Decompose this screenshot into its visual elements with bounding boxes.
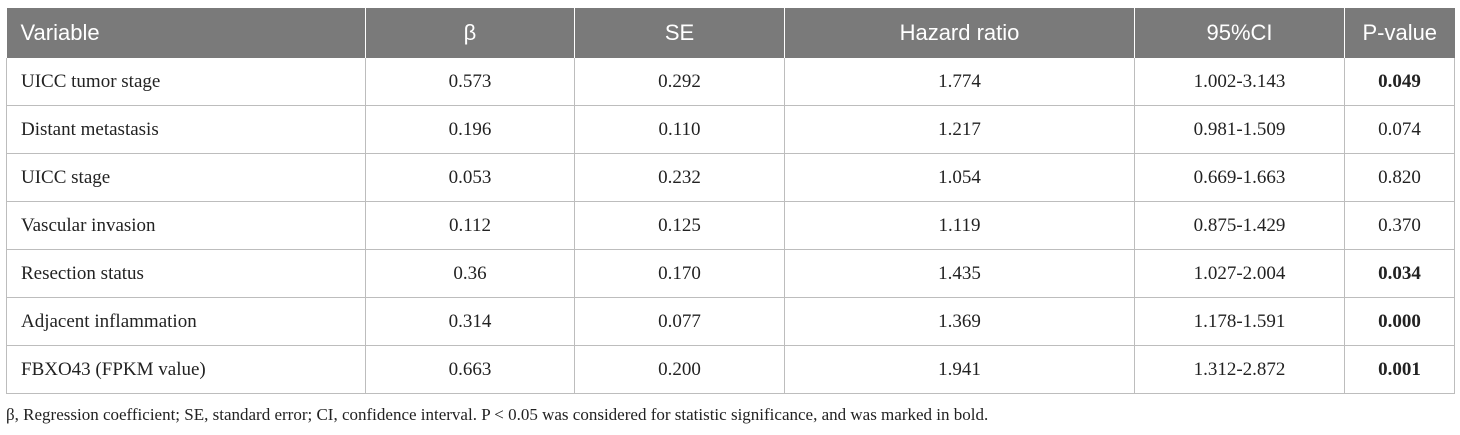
cell-variable: Distant metastasis <box>6 105 366 154</box>
cox-regression-table: Variable β SE Hazard ratio 95%CI P-value… <box>6 8 1455 394</box>
header-ci: 95%CI <box>1134 8 1345 58</box>
cell-p-value: 0.074 <box>1344 105 1455 154</box>
cell-variable: FBXO43 (FPKM value) <box>6 345 366 394</box>
cell-variable: UICC stage <box>6 153 366 202</box>
cell-se: 0.170 <box>574 249 785 298</box>
cell-beta: 0.112 <box>365 201 575 250</box>
cell-p-value: 0.049 <box>1344 58 1455 106</box>
cell-ci: 1.002-3.143 <box>1134 58 1345 106</box>
cell-p-value: 0.001 <box>1344 345 1455 394</box>
header-variable: Variable <box>6 8 366 58</box>
table-row: Resection status 0.36 0.170 1.435 1.027-… <box>6 249 1455 298</box>
cell-variable: Adjacent inflammation <box>6 297 366 346</box>
cell-beta: 0.053 <box>365 153 575 202</box>
cell-hazard-ratio: 1.369 <box>784 297 1135 346</box>
header-hazard-ratio: Hazard ratio <box>784 8 1135 58</box>
cell-hazard-ratio: 1.217 <box>784 105 1135 154</box>
cox-regression-table-container: Variable β SE Hazard ratio 95%CI P-value… <box>6 8 1455 394</box>
cell-ci: 1.312-2.872 <box>1134 345 1345 394</box>
cell-se: 0.125 <box>574 201 785 250</box>
table-row: FBXO43 (FPKM value) 0.663 0.200 1.941 1.… <box>6 345 1455 394</box>
cell-se: 0.292 <box>574 58 785 106</box>
table-footnote: β, Regression coefficient; SE, standard … <box>6 405 989 424</box>
cell-ci: 1.027-2.004 <box>1134 249 1345 298</box>
table-row: Distant metastasis 0.196 0.110 1.217 0.9… <box>6 105 1455 154</box>
header-p-value: P-value <box>1344 8 1455 58</box>
cell-p-value: 0.000 <box>1344 297 1455 346</box>
table-row: UICC tumor stage 0.573 0.292 1.774 1.002… <box>6 58 1455 106</box>
cell-beta: 0.196 <box>365 105 575 154</box>
table-row: Adjacent inflammation 0.314 0.077 1.369 … <box>6 297 1455 346</box>
cell-se: 0.077 <box>574 297 785 346</box>
cell-beta: 0.573 <box>365 58 575 106</box>
cell-variable: Vascular invasion <box>6 201 366 250</box>
header-beta: β <box>365 8 575 58</box>
cell-se: 0.232 <box>574 153 785 202</box>
cell-hazard-ratio: 1.119 <box>784 201 1135 250</box>
cell-p-value: 0.370 <box>1344 201 1455 250</box>
cell-ci: 1.178-1.591 <box>1134 297 1345 346</box>
table-row: Vascular invasion 0.112 0.125 1.119 0.87… <box>6 201 1455 250</box>
cell-hazard-ratio: 1.774 <box>784 58 1135 106</box>
cell-p-value: 0.820 <box>1344 153 1455 202</box>
cell-se: 0.200 <box>574 345 785 394</box>
header-se: SE <box>574 8 785 58</box>
table-header-row: Variable β SE Hazard ratio 95%CI P-value <box>6 8 1455 58</box>
cell-p-value: 0.034 <box>1344 249 1455 298</box>
cell-variable: UICC tumor stage <box>6 58 366 106</box>
cell-beta: 0.663 <box>365 345 575 394</box>
cell-hazard-ratio: 1.435 <box>784 249 1135 298</box>
cell-ci: 0.981-1.509 <box>1134 105 1345 154</box>
cell-se: 0.110 <box>574 105 785 154</box>
cell-hazard-ratio: 1.054 <box>784 153 1135 202</box>
cell-ci: 0.669-1.663 <box>1134 153 1345 202</box>
table-row: UICC stage 0.053 0.232 1.054 0.669-1.663… <box>6 153 1455 202</box>
cell-ci: 0.875-1.429 <box>1134 201 1345 250</box>
cell-variable: Resection status <box>6 249 366 298</box>
cell-beta: 0.314 <box>365 297 575 346</box>
cell-beta: 0.36 <box>365 249 575 298</box>
cell-hazard-ratio: 1.941 <box>784 345 1135 394</box>
